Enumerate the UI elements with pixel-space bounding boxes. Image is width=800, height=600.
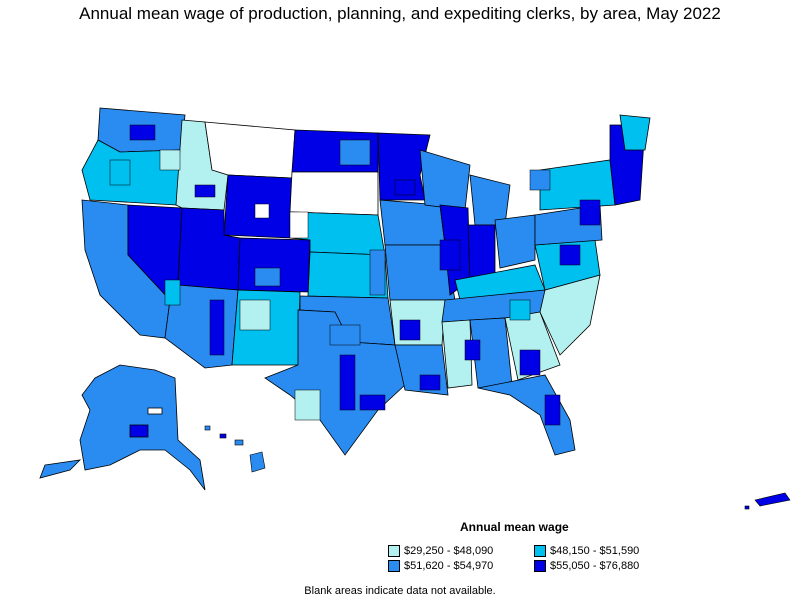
region-florida: [477, 374, 576, 456]
region-montana: [204, 121, 296, 179]
legend-swatch-2: [534, 545, 546, 557]
region-wisconsin: [419, 149, 471, 211]
metro-patches: [109, 124, 601, 426]
legend-label-1: $29,250 - $48,090: [404, 545, 494, 557]
legend-item-2: $48,150 - $51,590: [534, 545, 639, 557]
region-south-dakota: [289, 171, 379, 216]
region-indiana: [467, 224, 496, 281]
region-ohio: [494, 214, 536, 269]
region-new-york: [539, 159, 616, 211]
legend-item-4: $55,050 - $76,880: [534, 560, 639, 572]
footnote: Blank areas indicate data not available.: [304, 585, 496, 597]
region-michigan: [469, 174, 511, 226]
region-mississippi: [441, 319, 473, 389]
legend-label-4: $55,050 - $76,880: [550, 560, 640, 572]
legend-label-2: $48,150 - $51,590: [550, 545, 640, 557]
legend-swatch-1: [388, 545, 400, 557]
legend-item-1: $29,250 - $48,090: [388, 545, 493, 557]
legend-swatch-3: [388, 560, 400, 572]
region-maine: [619, 114, 651, 151]
legend-item-3: $51,620 - $54,970: [388, 560, 493, 572]
map-title: Annual mean wage of production, planning…: [79, 4, 721, 23]
hawaii: [204, 425, 266, 473]
alaska: [39, 364, 206, 491]
region-minnesota: [377, 132, 431, 201]
puerto-rico: [744, 492, 791, 510]
legend-title: Annual mean wage: [460, 520, 569, 534]
legend-swatch-4: [534, 560, 546, 572]
legend-label-3: $51,620 - $54,970: [404, 560, 494, 572]
region-iowa: [379, 199, 446, 246]
